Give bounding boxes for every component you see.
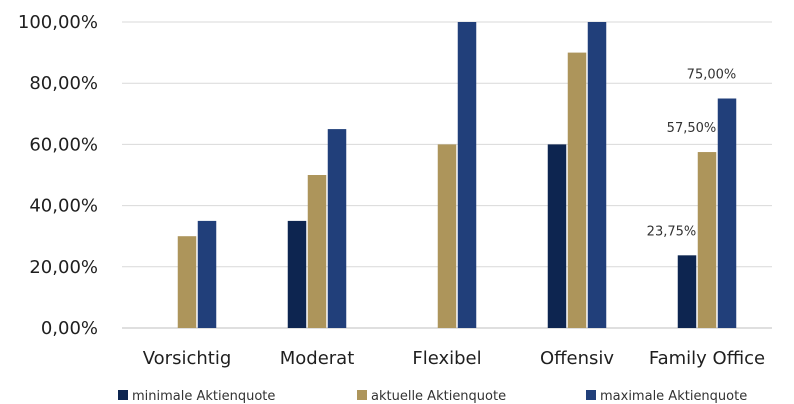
legend-swatch <box>118 390 128 400</box>
bar-minimale-aktienquote-moderat <box>287 220 307 328</box>
y-tick-label: 20,00% <box>29 257 98 278</box>
bar-maximale-aktienquote-offensiv <box>587 22 607 328</box>
legend: minimale Aktienquote aktuelle Aktienquote… <box>118 389 747 404</box>
bar-aktuelle-aktienquote-flexibel <box>437 144 457 328</box>
data-label: 75,00% <box>687 68 737 83</box>
x-category-label: Offensiv <box>540 348 614 369</box>
bar-minimale-aktienquote-offensiv <box>547 144 567 328</box>
y-tick-label: 40,00% <box>29 196 98 217</box>
y-tick-label: 80,00% <box>29 73 98 94</box>
y-tick-label: 60,00% <box>29 134 98 155</box>
data-labels: 23,75% 57,50% 75,00% <box>647 68 737 240</box>
x-category-label: Flexibel <box>412 348 481 369</box>
x-category-label: Vorsichtig <box>143 348 232 369</box>
bars <box>177 22 737 328</box>
y-axis-tick-labels: 0,00% 20,00% 40,00% 60,00% 80,00% 100,00% <box>18 12 98 339</box>
bar-maximale-aktienquote-flexibel <box>457 22 477 328</box>
bar-aktuelle-aktienquote-vorsichtig <box>177 236 197 328</box>
legend-label: aktuelle Aktienquote <box>371 389 506 404</box>
data-label: 23,75% <box>647 224 697 239</box>
bar-aktuelle-aktienquote-moderat <box>307 175 327 328</box>
bar-maximale-aktienquote-moderat <box>327 129 347 328</box>
bar-minimale-aktienquote-family-office <box>677 255 697 328</box>
legend-swatch <box>357 390 367 400</box>
legend-label: minimale Aktienquote <box>132 389 275 404</box>
bar-maximale-aktienquote-vorsichtig <box>197 220 217 328</box>
y-tick-label: 100,00% <box>18 12 98 33</box>
legend-swatch <box>586 390 596 400</box>
bar-aktuelle-aktienquote-family-office <box>697 152 717 328</box>
legend-label: maximale Aktienquote <box>600 389 747 404</box>
y-tick-label: 0,00% <box>41 318 98 339</box>
bar-aktuelle-aktienquote-offensiv <box>567 52 587 328</box>
bar-maximale-aktienquote-family-office <box>717 98 737 328</box>
x-axis-category-labels: Vorsichtig Moderat Flexibel Offensiv Family … <box>143 348 765 369</box>
x-category-label: Family Office <box>649 348 765 369</box>
data-label: 57,50% <box>667 121 717 136</box>
x-category-label: Moderat <box>280 348 355 369</box>
